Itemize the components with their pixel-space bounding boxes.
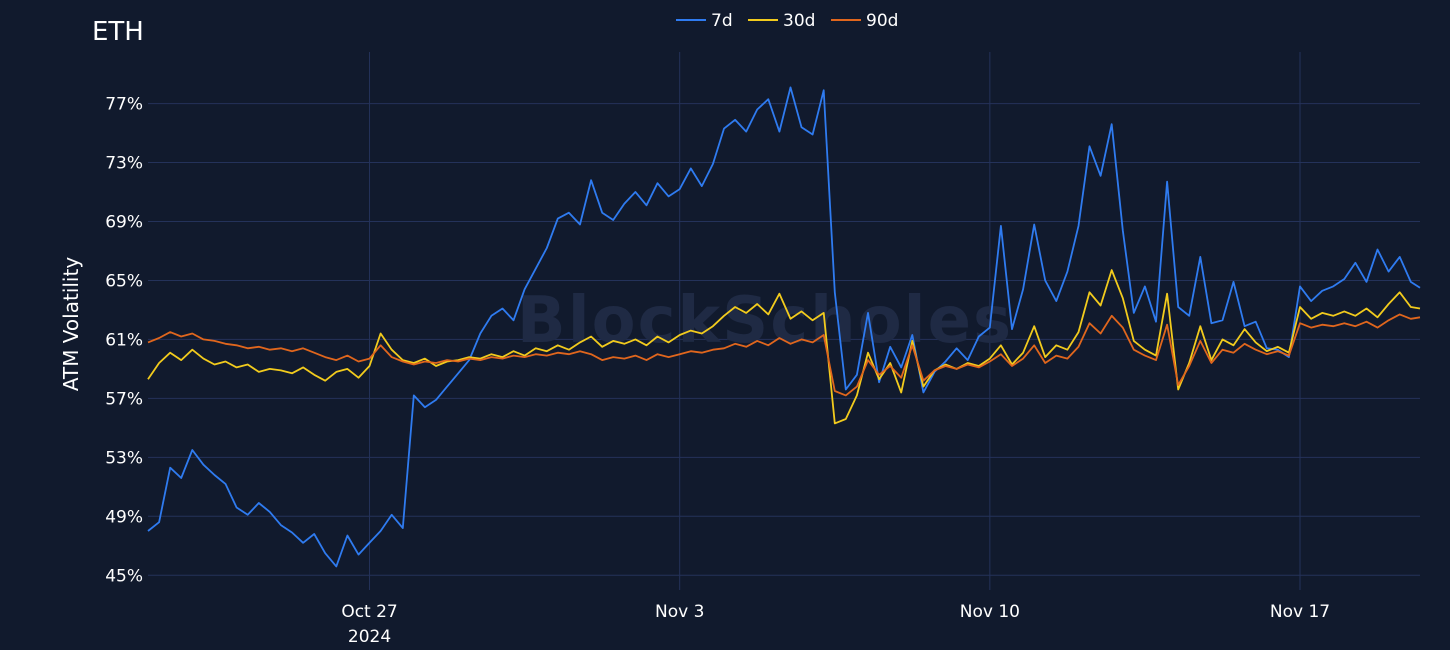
series-line-7d [147, 86, 1421, 568]
series-line-30d [147, 269, 1421, 425]
y-tick-label: 45% [105, 566, 143, 586]
chart-title: ETH [92, 17, 144, 47]
x-axis-ticks: Oct 27 2024 Nov 3 Nov 10 Nov 17 [341, 602, 1330, 647]
y-tick-label: 61% [105, 330, 143, 350]
legend-label-90d: 90d [866, 11, 898, 31]
y-tick-label: 77% [105, 95, 143, 115]
x-tick-year-label: 2024 [348, 627, 391, 647]
x-tick-label: Oct 27 [341, 602, 397, 622]
x-tick-label: Nov 17 [1270, 602, 1330, 622]
x-tick-label: Nov 10 [960, 602, 1020, 622]
y-tick-label: 53% [105, 448, 143, 468]
y-axis-ticks: 45% 49% 53% 57% 61% 65% 69% 73% 77% [105, 95, 143, 587]
legend: 7d 30d 90d [676, 11, 898, 31]
y-tick-label: 65% [105, 271, 143, 291]
watermark: BlockScholes [517, 284, 1013, 358]
y-tick-label: 49% [105, 507, 143, 527]
legend-label-7d: 7d [711, 11, 733, 31]
series-lines [147, 86, 1421, 568]
x-tick-label: Nov 3 [655, 602, 704, 622]
legend-label-30d: 30d [783, 11, 815, 31]
y-tick-label: 57% [105, 389, 143, 409]
y-tick-label: 73% [105, 154, 143, 174]
series-line-90d [147, 313, 1421, 397]
y-tick-label: 69% [105, 213, 143, 233]
y-axis-label: ATM Volatility [59, 257, 83, 391]
